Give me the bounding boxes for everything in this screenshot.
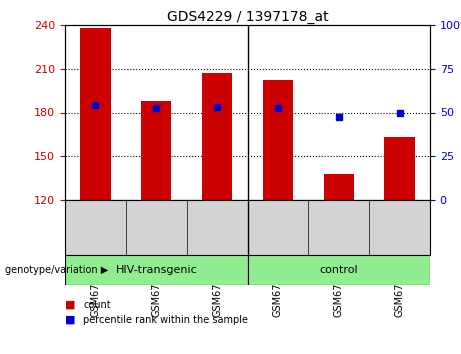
Title: GDS4229 / 1397178_at: GDS4229 / 1397178_at (167, 10, 328, 24)
Text: ■: ■ (65, 315, 76, 325)
Text: control: control (319, 265, 358, 275)
Text: genotype/variation ▶: genotype/variation ▶ (5, 265, 108, 275)
Bar (202, 73, 232, 200)
Text: percentile rank within the sample: percentile rank within the sample (83, 315, 248, 325)
Bar (141, 101, 171, 200)
Bar (324, 174, 354, 200)
Bar (80, 28, 111, 200)
Text: HIV-transgenic: HIV-transgenic (115, 265, 197, 275)
Bar (384, 137, 415, 200)
Bar (248, 255, 430, 285)
Text: count: count (83, 300, 111, 310)
Bar (65, 255, 248, 285)
Text: ■: ■ (65, 300, 76, 310)
Bar (263, 80, 293, 200)
